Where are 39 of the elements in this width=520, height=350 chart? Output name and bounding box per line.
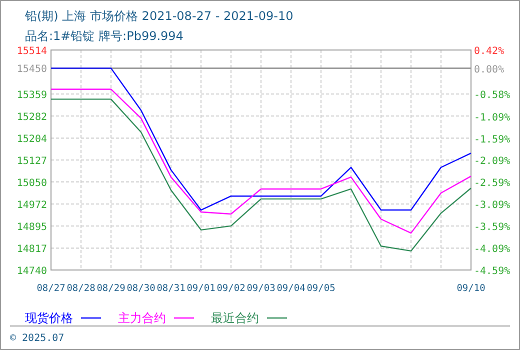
y-tick-label: 15450 (16, 64, 47, 76)
y2-tick-label: 0.00% (474, 64, 504, 76)
y2-tick-label: -2.59% (474, 178, 510, 190)
y-tick-label: 15359 (16, 90, 47, 102)
y-tick-label: 15127 (16, 156, 47, 167)
x-tick-label: 09/04 (276, 283, 306, 294)
x-tick-label: 08/29 (96, 283, 126, 294)
x-tick-label: 09/05 (306, 283, 336, 294)
y-tick-label: 14817 (16, 244, 47, 256)
legend-label: 现货价格 (25, 311, 73, 325)
chart-title: 铅(期) 上海 市场价格 2021-08-27 - 2021-09-10 (24, 9, 294, 23)
x-tick-label: 09/03 (246, 283, 276, 294)
x-tick-label: 08/31 (156, 283, 186, 294)
y2-tick-label: -4.09% (474, 244, 510, 256)
legend-label: 主力合约 (118, 311, 166, 325)
chart-subtitle: 品名:1#铅锭 牌号:Pb99.994 (25, 29, 184, 43)
y-tick-label: 15514 (16, 46, 47, 57)
legend-label: 最近合约 (211, 311, 259, 325)
x-tick-label: 09/02 (216, 283, 246, 294)
x-tick-label: 09/01 (186, 283, 216, 294)
x-tick-label: 09/10 (456, 283, 486, 294)
y2-tick-label: -3.09% (474, 200, 510, 212)
y2-tick-label: -3.59% (474, 222, 510, 234)
x-tick-label: 08/27 (36, 283, 66, 294)
y2-tick-label: -4.59% (474, 266, 510, 277)
y-tick-label: 15050 (16, 178, 47, 189)
y-tick-label: 14740 (16, 266, 47, 277)
y-tick-label: 15282 (16, 112, 47, 123)
y2-tick-label: -0.58% (474, 90, 510, 101)
y2-tick-label: -1.59% (474, 134, 510, 146)
y-tick-label: 14972 (16, 200, 47, 212)
y2-tick-label: 0.42% (474, 46, 504, 57)
y-tick-label: 15204 (16, 134, 47, 146)
text: © 2025.07 (10, 333, 64, 344)
y2-tick-label: -1.09% (474, 112, 510, 124)
y2-tick-label: -2.09% (474, 156, 510, 168)
x-tick-label: 08/28 (66, 283, 96, 294)
x-tick-label: 08/30 (126, 283, 156, 294)
y-tick-label: 14895 (16, 222, 47, 233)
